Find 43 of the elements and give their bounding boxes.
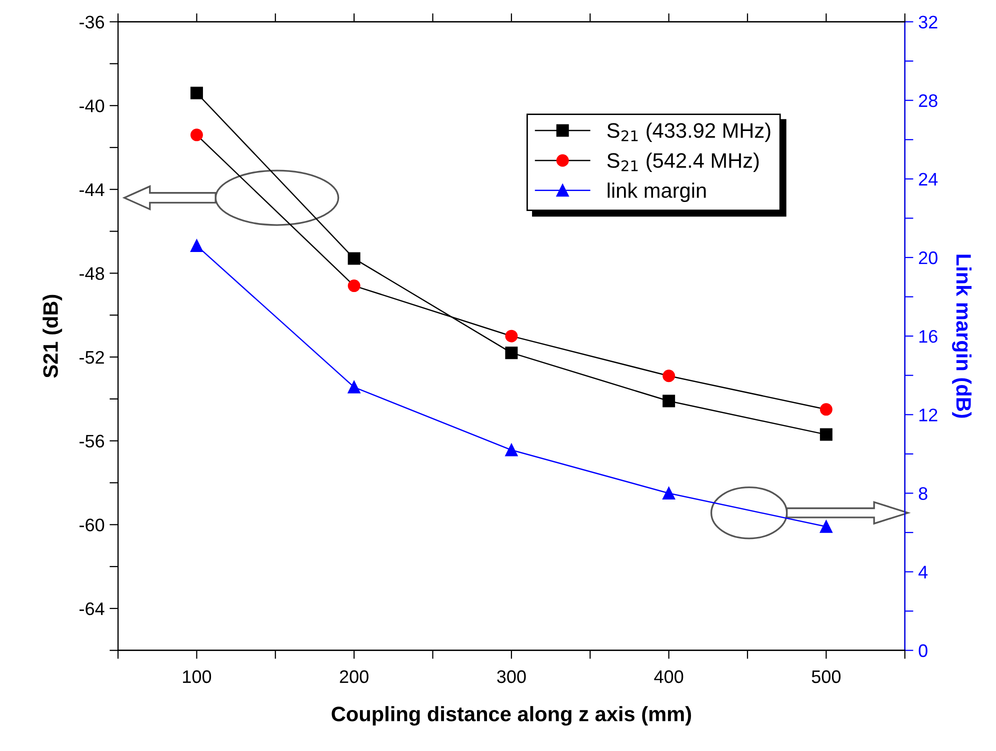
y-tick-label: -64 xyxy=(80,602,104,616)
point xyxy=(505,444,518,456)
point xyxy=(190,128,203,142)
point xyxy=(348,252,360,265)
x-tick-label: 100 xyxy=(183,670,212,684)
y-tick-label: -60 xyxy=(80,518,104,532)
y2-tick-label: 32 xyxy=(918,16,938,28)
point xyxy=(348,280,360,292)
point xyxy=(820,403,832,416)
point xyxy=(820,520,832,533)
x-tick-label: 200 xyxy=(340,670,368,684)
point xyxy=(505,330,518,342)
point xyxy=(820,428,832,441)
y-axis-title: S21 (dB) xyxy=(42,294,62,378)
x-tick-label: 400 xyxy=(654,670,684,684)
legend-label: S$_{21}$ (433.92 MHz) xyxy=(607,122,770,142)
point xyxy=(348,380,360,394)
y-tick-label: -44 xyxy=(80,184,104,196)
y2-tick-label: 12 xyxy=(919,408,938,422)
y2-tick-label: 24 xyxy=(918,172,938,186)
y-tick-label: -36 xyxy=(80,16,104,28)
point xyxy=(662,394,676,408)
y2-tick-label: 8 xyxy=(918,487,928,500)
y2-tick-label: 4 xyxy=(918,566,928,578)
point xyxy=(662,486,676,500)
legend-label: S$_{21}$ (542.4 MHz) xyxy=(607,152,759,172)
y-tick-label: -40 xyxy=(80,100,104,112)
x-axis-title: Coupling distance along z axis (mm) xyxy=(332,706,691,726)
y2-tick-label: 28 xyxy=(918,94,938,108)
x-tick-label: 300 xyxy=(497,670,526,684)
y2-axis-title: Link margin (dB) xyxy=(952,254,972,418)
x-tick-label: 500 xyxy=(812,670,841,684)
point xyxy=(190,86,203,100)
point xyxy=(190,239,203,252)
y2-tick-label: 0 xyxy=(918,644,928,658)
y2-tick-label: 20 xyxy=(918,251,938,264)
y2-tick-label: 16 xyxy=(919,330,938,343)
y-tick-label: -56 xyxy=(80,434,104,448)
legend-label: link margin xyxy=(608,182,706,202)
y-tick-label: -48 xyxy=(80,267,104,280)
point xyxy=(662,370,676,382)
y-tick-label: -52 xyxy=(80,350,104,364)
point xyxy=(505,346,518,360)
